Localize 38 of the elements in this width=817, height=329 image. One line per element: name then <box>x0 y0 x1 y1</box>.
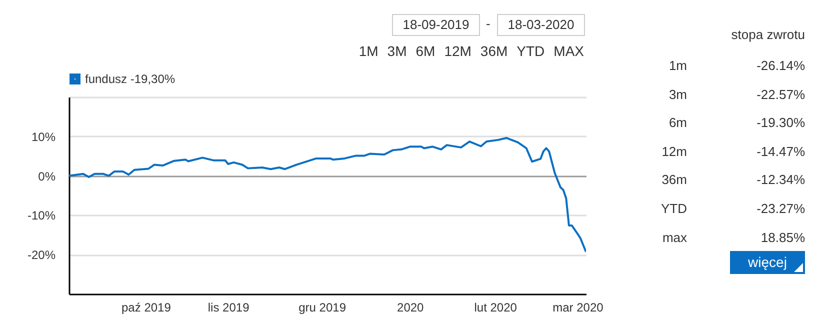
category-label: 1m <box>668 58 687 73</box>
text: -26.14% <box>756 58 805 73</box>
text: -14.47% <box>756 144 805 159</box>
category-label: max <box>662 230 687 245</box>
category-label: 36m <box>662 172 687 188</box>
x-tick-label: mar 2020 <box>552 300 604 314</box>
y-tick-label: 10% <box>31 130 56 144</box>
x-tick-label: 2020 <box>397 300 424 314</box>
y-tick-label: -20% <box>27 248 56 262</box>
text: 36M <box>480 43 508 59</box>
text: 18-09-2019 <box>392 14 480 36</box>
category-label: 6m <box>668 115 687 130</box>
line-series <box>69 136 586 253</box>
text: 12M <box>444 43 472 59</box>
y-tick-label: -10% <box>27 208 56 223</box>
text: -19.30% <box>756 115 805 130</box>
x-tick-label: lut 2020 <box>474 300 518 314</box>
text: więcej <box>730 251 805 274</box>
y-tick-label: 0% <box>38 169 56 184</box>
text: - <box>486 15 490 33</box>
text: -22.57% <box>756 86 805 102</box>
text: 18.85% <box>760 230 805 245</box>
x-tick-label: paź 2019 <box>122 300 172 314</box>
text: -23.27% <box>756 201 805 216</box>
text: 1M <box>358 43 378 59</box>
legend-label: fundusz -19,30% <box>85 72 176 86</box>
category-label: 12m <box>662 144 687 159</box>
text: 3M <box>387 43 407 59</box>
text: 18-03-2020 <box>497 14 585 36</box>
text: stopa zwrotu <box>731 27 805 42</box>
text: -12.34% <box>756 172 805 188</box>
text: MAX <box>554 43 584 59</box>
x-tick-label: lis 2019 <box>208 300 250 314</box>
x-tick-label: gru 2019 <box>298 300 346 314</box>
category-label: 3m <box>668 86 687 102</box>
text: 6M <box>416 43 436 59</box>
text: YTD <box>516 43 545 59</box>
category-label: YTD <box>661 201 687 216</box>
